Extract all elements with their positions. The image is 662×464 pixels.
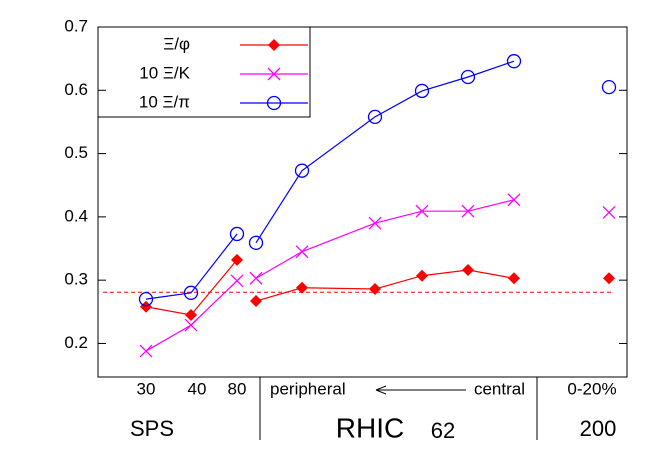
y-tick-label: 0.7: [64, 16, 88, 35]
marker: [294, 163, 310, 178]
y-tick-label: 0.5: [64, 143, 88, 162]
legend-marker: [267, 67, 281, 81]
y-tick-label: 0.2: [64, 333, 88, 352]
legend-marker: [266, 95, 282, 111]
marker: [508, 272, 520, 285]
marker: [506, 54, 522, 69]
group-label: SPS: [130, 416, 174, 441]
marker: [414, 83, 430, 99]
x-tick-label: 80: [228, 379, 247, 398]
marker: [368, 216, 382, 230]
marker: [266, 95, 282, 111]
marker: [601, 79, 617, 95]
marker: [229, 226, 245, 242]
marker: [139, 344, 153, 358]
group-label: 200: [580, 416, 617, 441]
group-sublabel: 62: [431, 418, 455, 443]
series-line: [146, 200, 609, 351]
marker: [507, 193, 521, 207]
marker: [296, 281, 308, 294]
marker: [367, 109, 383, 125]
marker: [416, 269, 428, 282]
marker: [460, 69, 476, 85]
marker: [230, 274, 244, 288]
x-tick-label: 30: [137, 379, 156, 398]
marker: [268, 39, 280, 51]
marker: [415, 204, 429, 218]
y-tick-label: 0.3: [64, 270, 88, 289]
marker: [267, 67, 281, 81]
y-tick-label: 0.6: [64, 80, 88, 99]
marker: [250, 295, 262, 308]
marker: [603, 272, 615, 285]
marker: [602, 205, 616, 219]
marker: [183, 285, 199, 300]
x-tick-label: central: [474, 379, 525, 398]
plot-frame: [97, 26, 628, 378]
marker: [461, 204, 475, 218]
marker: [138, 292, 154, 307]
direction-arrow: [375, 385, 466, 395]
marker: [249, 271, 263, 285]
x-tick-label: peripheral: [270, 379, 346, 398]
marker: [185, 308, 197, 321]
marker: [462, 264, 474, 277]
legend-label: 10 Ξ/K: [139, 63, 190, 82]
marker: [231, 253, 243, 266]
marker: [248, 235, 264, 250]
marker: [140, 300, 152, 313]
x-tick-label: 40: [188, 379, 207, 398]
y-tick-label: 0.4: [64, 206, 88, 225]
legend-label: 10 Ξ/π: [139, 92, 190, 111]
marker: [369, 283, 381, 296]
marker: [295, 245, 309, 259]
x-tick-label: 0-20%: [567, 379, 616, 398]
legend-label: Ξ/φ: [163, 34, 190, 53]
group-label: RHIC: [336, 412, 404, 443]
marker: [184, 318, 198, 332]
legend-marker: [268, 39, 280, 51]
